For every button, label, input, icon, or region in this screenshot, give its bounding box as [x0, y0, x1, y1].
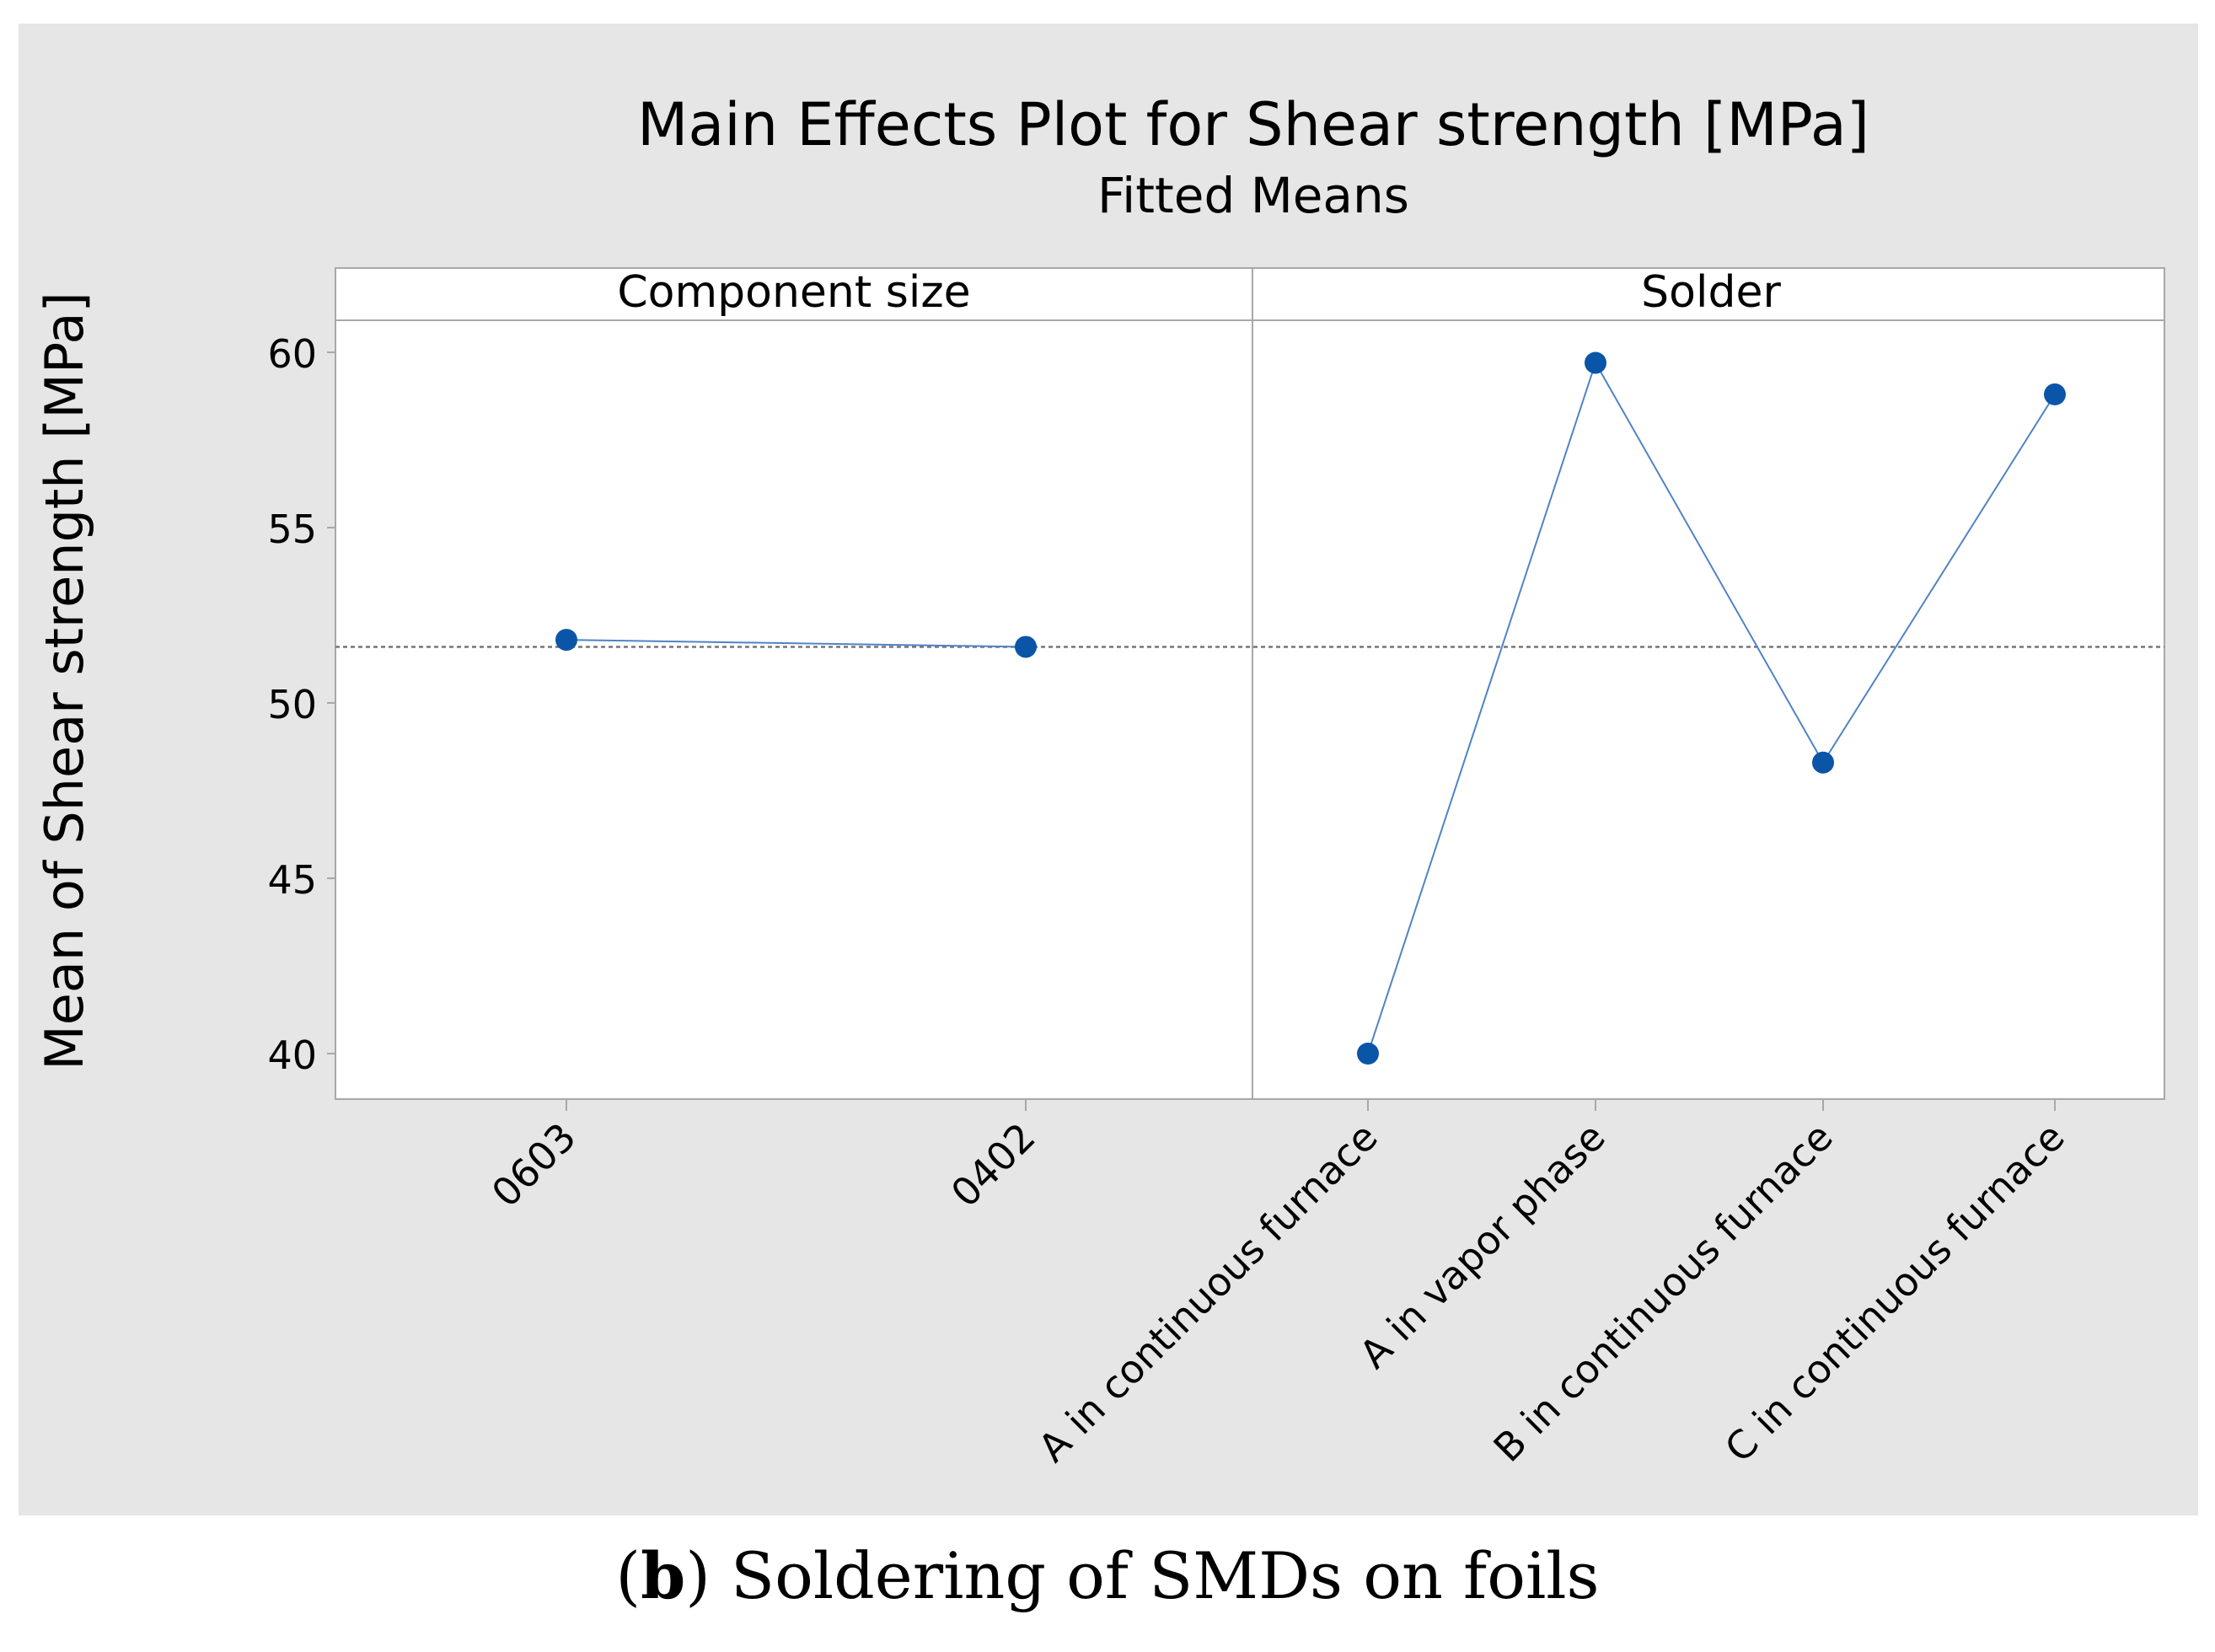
y-tick-label: 45	[267, 857, 317, 903]
caption-close-paren: )	[685, 1538, 711, 1613]
data-point	[1812, 751, 1834, 774]
panel-label-solder: Solder	[1641, 267, 1781, 318]
series-lines	[566, 361, 2056, 1054]
series-line-1	[1367, 361, 2056, 1054]
caption-open-paren: (	[615, 1538, 641, 1613]
y-tick-label: 60	[267, 331, 317, 377]
panel-label-component-size: Component size	[617, 267, 970, 318]
data-point	[2044, 383, 2066, 405]
data-point	[1015, 636, 1037, 658]
chart-subtitle: Fitted Means	[1097, 167, 1409, 224]
caption-text: Soldering of SMDs on foils	[710, 1538, 1600, 1613]
y-axis-ticks: 40 45 50 55 60	[267, 331, 335, 1078]
plot-area	[335, 267, 2165, 1100]
y-tick-label: 55	[267, 507, 317, 552]
chart-title: Main Effects Plot for Shear strength [MP…	[637, 90, 1869, 159]
series-line-0	[566, 639, 1027, 648]
y-tick-label: 40	[267, 1032, 317, 1078]
y-axis-label: Mean of Shear strength [MPa]	[34, 292, 95, 1070]
data-point	[1357, 1043, 1379, 1065]
figure-caption: (b) Soldering of SMDs on foils	[0, 1544, 2215, 1608]
series-points	[555, 351, 2066, 1065]
caption-letter: b	[641, 1538, 686, 1613]
data-point	[1585, 351, 1606, 374]
data-point	[555, 629, 577, 652]
y-tick-label: 50	[267, 682, 317, 727]
